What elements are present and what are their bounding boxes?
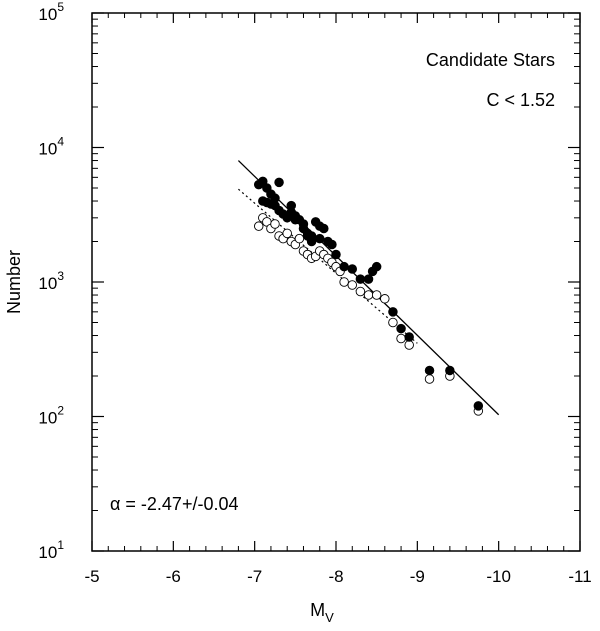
fit-line-dotted	[238, 188, 418, 344]
filled-data-point	[319, 223, 329, 234]
y-tick-label-base: 10	[38, 140, 57, 159]
filled-data-point	[339, 261, 349, 272]
filled-data-point	[274, 177, 284, 188]
filled-data-point	[290, 215, 301, 225]
filled-data-point	[347, 264, 358, 274]
y-tick-label-exp: 4	[57, 135, 64, 149]
filled-data-point	[327, 239, 337, 250]
filled-data-point	[445, 365, 455, 376]
y-tick-label-exp: 3	[57, 269, 64, 283]
open-data-point	[282, 228, 292, 239]
filled-data-point	[298, 219, 309, 229]
open-data-point	[396, 333, 406, 344]
open-data-point	[339, 277, 349, 287]
filled-circle-series	[253, 176, 484, 411]
filled-data-point	[424, 365, 435, 376]
filled-data-point	[286, 207, 297, 218]
x-tick-label: -10	[486, 567, 511, 586]
open-data-point	[294, 233, 305, 244]
open-data-point	[404, 340, 414, 350]
x-tick-label: -9	[410, 567, 425, 586]
x-tick-label: -5	[84, 567, 99, 586]
x-axis-title-main: M	[310, 600, 325, 620]
open-data-point	[388, 317, 398, 328]
y-tick-label-base: 10	[38, 543, 57, 562]
open-data-point	[347, 280, 358, 290]
y-tick-label: 101	[38, 538, 64, 562]
fit-line-solid	[237, 160, 500, 416]
x-tick-labels: -5 -6 -7 -8 -9 -10 -11	[84, 567, 591, 586]
y-tick-label-base: 10	[38, 5, 57, 24]
open-circle-series	[253, 213, 484, 416]
filled-data-point	[388, 307, 398, 317]
filled-data-point	[396, 323, 406, 334]
y-tick-label-base: 10	[38, 274, 57, 293]
x-tick-label: -7	[247, 567, 262, 586]
axis-ticks	[91, 12, 581, 552]
y-tick-label: 103	[38, 269, 64, 293]
y-tick-label: 105	[38, 0, 64, 24]
x-axis-title-sub: V	[325, 610, 334, 625]
open-data-point	[355, 286, 366, 297]
annotation-alpha: α = -2.47+/-0.04	[110, 494, 239, 514]
filled-data-point	[355, 274, 366, 284]
open-data-point	[270, 219, 280, 229]
filled-data-point	[473, 401, 484, 411]
x-axis-title: MV	[310, 600, 334, 625]
filled-data-point	[371, 261, 382, 272]
filled-data-point	[331, 249, 341, 260]
open-data-point	[371, 290, 382, 300]
y-tick-label: 102	[38, 404, 64, 428]
fit-lines	[237, 160, 500, 416]
open-data-point	[424, 374, 435, 384]
open-data-point	[380, 294, 390, 304]
x-tick-label: -8	[328, 567, 343, 586]
y-tick-label: 104	[38, 135, 64, 159]
open-data-point	[253, 221, 264, 231]
x-tick-label: -6	[166, 567, 181, 586]
filled-data-point	[306, 236, 317, 247]
open-data-point	[363, 290, 374, 300]
annotation-candidate-stars: Candidate Stars	[426, 50, 555, 70]
y-tick-label-exp: 1	[57, 538, 64, 552]
filled-data-point	[404, 332, 414, 342]
x-tick-label: -11	[568, 567, 591, 586]
y-tick-label-base: 10	[38, 409, 57, 428]
y-tick-label-exp: 2	[57, 404, 64, 418]
annotation-color-cut: C < 1.52	[486, 90, 555, 110]
y-axis-title: Number	[4, 250, 24, 314]
y-tick-label-exp: 5	[57, 0, 64, 14]
filled-data-point	[363, 274, 374, 284]
filled-data-point	[314, 233, 325, 244]
